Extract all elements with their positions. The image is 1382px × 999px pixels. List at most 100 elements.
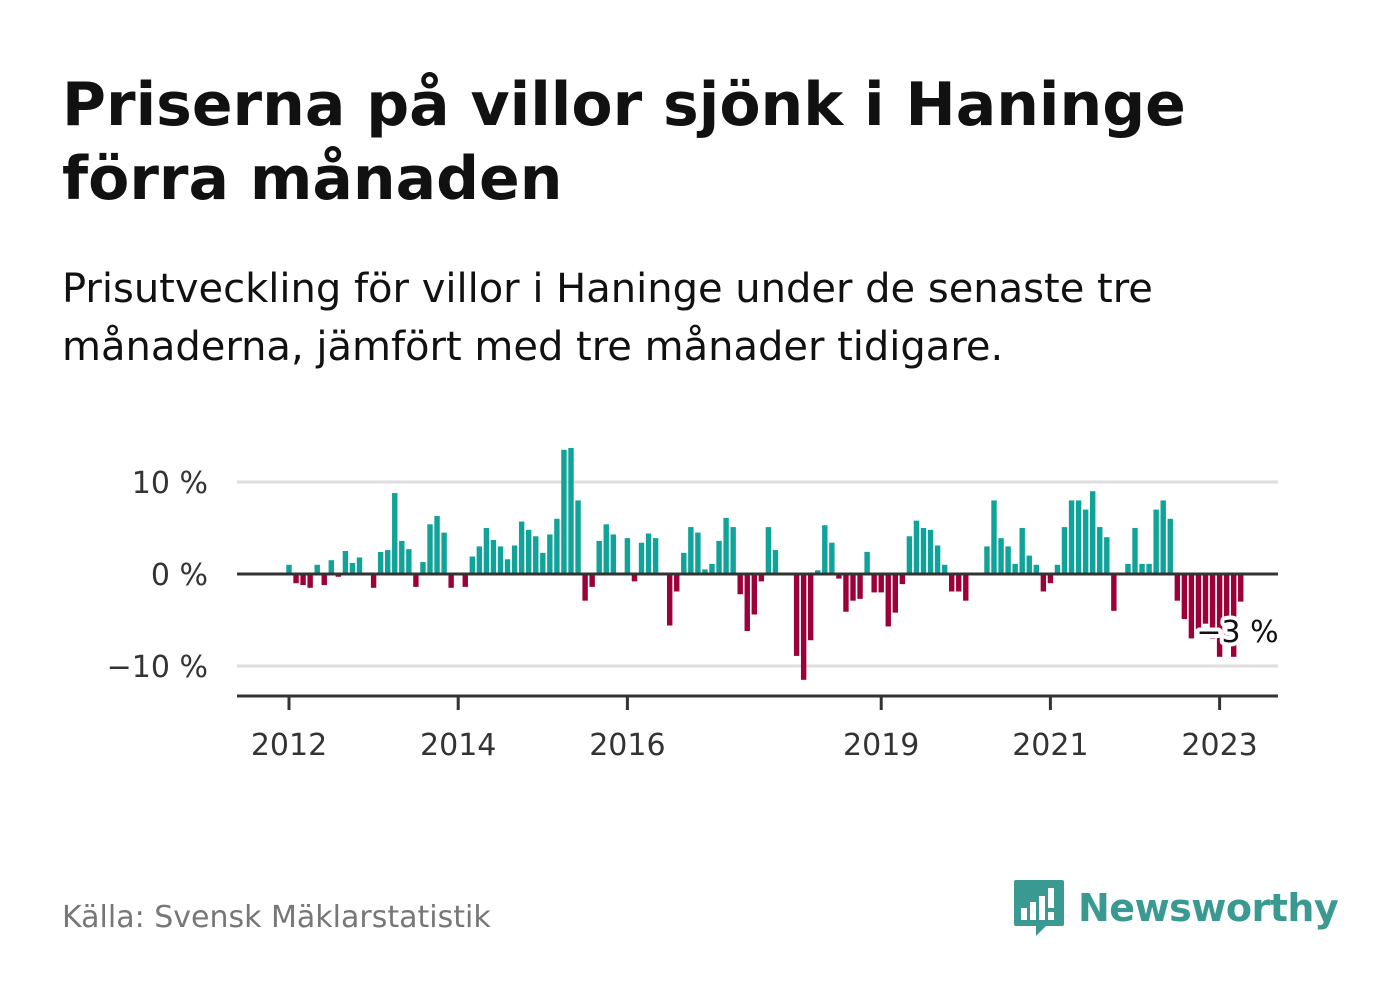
bar [526,529,532,574]
chart-subtitle: Prisutveckling för villor i Haninge unde… [62,266,1153,370]
bar [920,528,927,574]
bar [321,574,327,586]
bar [582,574,588,601]
bar [674,574,680,592]
x-tick-label: 2016 [589,728,665,763]
bar [998,538,1004,574]
bar [392,493,398,574]
bar [1132,528,1138,574]
bars [286,447,1244,680]
bar [793,574,800,656]
bar [829,542,835,574]
bar [857,574,863,599]
bar [1231,574,1237,657]
y-tick-label: 10 % [132,466,208,501]
bar [1209,574,1216,639]
bar [596,540,602,574]
bar [1054,564,1061,574]
x-tick-label: 2021 [1012,728,1088,763]
bar [949,574,955,592]
bar [328,560,334,574]
bar [843,574,849,612]
y-tick-label: −10 % [107,650,208,685]
bar [568,447,574,574]
bar [822,525,828,574]
bar [906,536,913,574]
bar [540,552,546,574]
bar [427,524,433,574]
bar [1146,563,1152,574]
bar [941,564,948,574]
bar [1090,491,1096,574]
bar [624,538,631,574]
bar [892,574,898,613]
bar [441,532,447,574]
bar [1174,574,1180,601]
brand-name: Newsworthy [1078,886,1339,930]
bar [688,527,694,574]
bar [864,551,870,574]
bar [744,574,750,632]
bar [399,540,405,574]
bar [709,563,715,574]
bar [420,562,426,574]
bar [716,540,722,574]
chart-title: Priserna på villor sjönk i Haninge förra… [62,70,1186,214]
tick-labels: 10 % 0 % −10 % 2012 2014 2016 2019 2021 2023 [107,466,1258,763]
bar [751,574,757,615]
bar [645,533,652,574]
bar [1040,574,1047,592]
bar [695,532,701,574]
bar [610,534,616,574]
bar [1012,563,1018,574]
bar [1195,574,1202,630]
bar [476,546,483,574]
bar [434,516,440,574]
bar [1082,509,1089,574]
bar [815,570,821,574]
bar [483,528,490,574]
bar [1181,574,1188,620]
x-tick-label: 2014 [420,728,496,763]
bar [307,574,313,588]
bar [730,527,736,574]
bar [469,556,475,574]
bar [490,539,497,574]
bar-chart: 10 % 0 % −10 % 2012 2014 2016 2019 2021 2023 −3 … [107,447,1283,763]
bar [1160,500,1166,574]
bar [293,574,299,584]
bar [913,520,920,574]
bar [406,549,412,574]
annotation: −3 % [1192,611,1282,654]
x-axis [237,694,1278,710]
bar [603,524,609,574]
bar [533,536,539,574]
bar [356,557,363,574]
bar [413,574,419,587]
bar [850,574,856,601]
bar [342,551,349,574]
bar [554,518,560,574]
newsworthy-logo-icon [1014,880,1064,936]
brand-logo[interactable]: Newsworthy [1012,878,1339,938]
y-tick-label: 0 % [151,558,208,593]
bar [934,545,941,574]
bar [511,545,518,574]
bar [836,574,842,579]
bar [497,546,504,574]
bar [956,574,962,592]
bar [448,574,454,588]
bar [370,574,377,588]
bar [1188,574,1195,639]
bar [652,538,659,574]
bar [1075,500,1082,574]
bar [963,574,969,601]
bar [1216,574,1223,657]
bar [300,574,306,586]
bar [1047,574,1054,584]
bar [878,574,884,593]
bar [1238,574,1244,602]
x-tick-label: 2012 [251,728,327,763]
bar [631,574,638,582]
bar [518,521,525,574]
